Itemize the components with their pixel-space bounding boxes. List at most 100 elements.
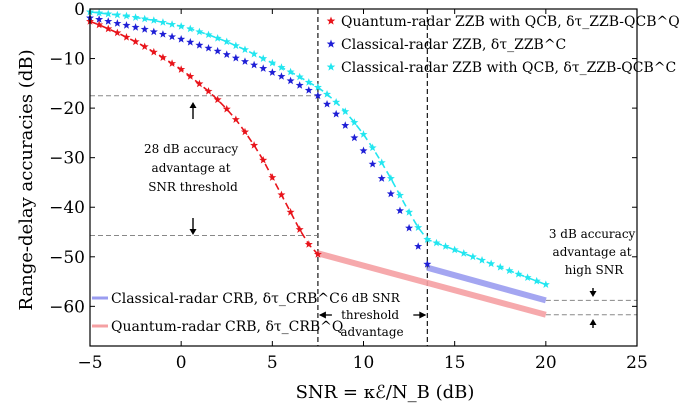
data-point-s1-7 xyxy=(149,16,158,24)
data-point-s0-27 xyxy=(332,109,341,118)
data-point-s0-28 xyxy=(341,121,350,129)
data-point-s0-20 xyxy=(268,68,277,76)
legend-bottom: Classical-radar CRB, δτ_CRB^C Quantum-rad… xyxy=(92,291,343,335)
data-point-s0-11 xyxy=(186,38,195,46)
legend-bottom-label-0: Classical-radar CRB, δτ_CRB^C xyxy=(111,291,340,307)
data-point-s2-1 xyxy=(95,20,104,29)
data-point-s1-14 xyxy=(213,34,222,42)
data-point-s0-24 xyxy=(304,86,313,94)
data-point-s0-30 xyxy=(359,146,368,155)
data-point-s1-10 xyxy=(177,22,186,30)
data-point-s1-13 xyxy=(204,30,213,39)
data-point-s2-9 xyxy=(168,59,177,67)
data-point-s0-5 xyxy=(131,23,140,31)
data-point-s1-29 xyxy=(350,118,359,126)
data-point-s0-23 xyxy=(295,81,304,89)
x-tick-label-0: −5 xyxy=(77,353,102,373)
data-point-s1-19 xyxy=(259,54,268,62)
data-point-s1-30 xyxy=(359,130,368,138)
data-point-s1-31 xyxy=(368,143,377,152)
legend-top-label-2: Classical-radar ZZB with QCB, δτ_ZZB-QCB… xyxy=(341,60,676,76)
x-axis-title: SNR = κℰ/N_B (dB) xyxy=(296,382,475,403)
data-point-s1-43 xyxy=(478,256,487,264)
data-point-s0-33 xyxy=(386,189,395,198)
data-point-s1-26 xyxy=(323,90,332,98)
data-point-s0-21 xyxy=(277,72,286,80)
legend-bottom-label-1: Quantum-radar CRB, δτ_CRB^Q xyxy=(111,319,343,335)
data-point-s2-14 xyxy=(213,95,222,104)
data-point-s1-38 xyxy=(432,238,441,247)
data-point-s1-9 xyxy=(168,20,177,28)
x-tick-label-5: 20 xyxy=(535,353,557,373)
x-tick-label-2: 5 xyxy=(267,353,278,373)
data-point-s0-15 xyxy=(222,50,231,58)
legend-top: Quantum-radar ZZB with QCB, δτ_ZZB-QCB^Q… xyxy=(326,14,680,76)
legend-top-label-1: Classical-radar ZZB, δτ_ZZB^C xyxy=(341,37,566,53)
data-point-s0-17 xyxy=(240,57,249,65)
data-point-s1-1 xyxy=(95,8,104,17)
data-point-s0-18 xyxy=(250,60,259,69)
data-point-s2-19 xyxy=(259,155,268,164)
arrow-right-head xyxy=(419,311,427,319)
zzb-markers xyxy=(86,7,550,288)
data-point-s1-28 xyxy=(341,107,350,115)
data-point-s1-15 xyxy=(222,37,231,46)
data-point-s0-22 xyxy=(286,76,295,85)
data-point-s2-7 xyxy=(149,47,158,56)
annotation-middle-line-3: advantage xyxy=(340,325,403,339)
y-tick-label-3: −30 xyxy=(49,149,85,169)
annotation-right-line-2: advantage at xyxy=(553,245,632,259)
legend-top-marker-0 xyxy=(326,16,336,25)
annotation-middle-line-1: 6 dB SNR xyxy=(340,291,400,305)
data-point-s2-24 xyxy=(304,240,313,248)
data-point-s0-7 xyxy=(149,27,158,36)
data-point-s1-22 xyxy=(286,67,295,76)
y-tick-label-4: −40 xyxy=(49,198,85,218)
data-point-s1-5 xyxy=(131,13,140,21)
data-point-s2-4 xyxy=(122,33,131,41)
data-point-s1-41 xyxy=(459,249,468,257)
data-point-s2-21 xyxy=(277,190,286,199)
data-point-s0-35 xyxy=(405,223,414,232)
legend-top-marker-1 xyxy=(326,39,336,48)
crb-band-0 xyxy=(426,264,547,304)
data-point-s2-13 xyxy=(204,87,213,95)
zzb-dashed-curve-0 xyxy=(89,20,319,255)
data-point-s0-32 xyxy=(377,174,386,182)
data-point-s1-18 xyxy=(250,49,259,58)
data-point-s1-34 xyxy=(395,191,404,199)
data-point-s0-26 xyxy=(323,99,332,108)
arrow-down-left-head xyxy=(189,229,197,235)
y-axis-title: Range-delay accuracies (dB) xyxy=(16,49,37,310)
x-tick-label-6: 25 xyxy=(626,353,648,373)
annotation-left-line-3: SNR threshold xyxy=(148,180,238,194)
data-point-s2-17 xyxy=(240,127,249,136)
data-point-s1-40 xyxy=(450,245,459,254)
data-point-s1-12 xyxy=(195,27,204,36)
guide-lines xyxy=(90,9,637,346)
data-point-s1-46 xyxy=(505,266,514,275)
crb-band-1 xyxy=(317,250,547,318)
data-point-s1-48 xyxy=(523,273,532,282)
data-point-s1-3 xyxy=(113,10,122,19)
arrow-up-left-head xyxy=(189,102,197,108)
x-tick-label-3: 10 xyxy=(353,353,375,373)
annotation-right: 3 dB accuracy advantage at high SNR xyxy=(549,227,639,277)
data-point-s0-29 xyxy=(350,133,359,142)
data-point-s2-20 xyxy=(268,173,277,181)
annotation-middle-line-2: threshold xyxy=(341,308,399,322)
data-point-s1-11 xyxy=(186,24,195,33)
data-point-s0-25 xyxy=(313,91,322,100)
data-point-s0-34 xyxy=(395,206,404,215)
arrow-left-head xyxy=(318,311,326,319)
data-point-s2-2 xyxy=(104,24,113,33)
y-tick-label-0: 0 xyxy=(74,0,85,20)
data-point-s0-13 xyxy=(204,43,213,52)
legend-top-marker-2 xyxy=(326,62,336,71)
data-point-s0-3 xyxy=(113,19,122,27)
y-tick-label-6: −60 xyxy=(49,297,85,317)
data-point-s1-39 xyxy=(441,242,450,250)
data-point-s1-49 xyxy=(532,276,541,285)
y-tick-label-1: −10 xyxy=(49,50,85,70)
annotation-right-line-3: high SNR xyxy=(565,263,625,277)
